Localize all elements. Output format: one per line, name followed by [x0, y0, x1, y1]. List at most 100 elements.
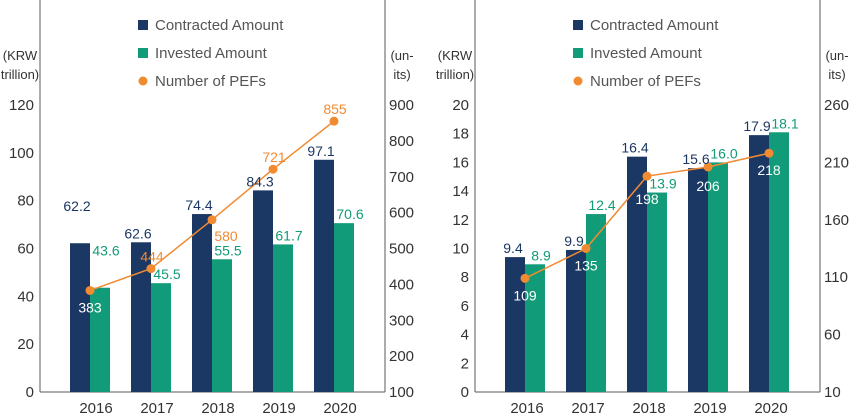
right-y-tick-label: 210: [824, 154, 849, 171]
value-label-invested-amount-2017: 45.5: [153, 266, 180, 282]
bar-invested-amount-2020: [334, 223, 354, 392]
left-y-axis-title: (KRW: [438, 48, 473, 63]
left-y-tick-label: 14: [452, 183, 469, 200]
value-label-invested-amount-2020: 70.6: [336, 206, 363, 222]
left-y-tick-label: 6: [461, 298, 469, 315]
chart-left-panel: 0 20 40 60 80 100 120 100 200 300 400 500 600 700 800 9…: [1, 0, 414, 415]
value-label-contracted-amount-2016: 62.2: [63, 198, 90, 214]
legend-label-contracted-amount: Contracted Amount: [590, 17, 719, 34]
value-label-contracted-amount-2020: 97.1: [307, 143, 334, 159]
right-y-tick-label: 400: [389, 276, 414, 293]
right-y-tick-label: 60: [824, 327, 841, 344]
value-label-number-of-pefs-2016: 109: [513, 287, 537, 303]
legend-label-number-of-pefs: Number of PEFs: [155, 73, 266, 90]
right-y-tick-label: 800: [389, 133, 414, 150]
right-y-tick-label: 600: [389, 205, 414, 222]
legend-marker-invested-amount: [573, 48, 583, 58]
x-tick-label-year: 2019: [693, 400, 726, 415]
value-label-contracted-amount-2018: 16.4: [621, 140, 648, 156]
right-y-tick-label: 200: [389, 348, 414, 365]
bar-contracted-amount-2020: [749, 135, 769, 392]
point-number-of-pefs-2020: [764, 148, 774, 158]
bar-contracted-amount-2020: [314, 159, 334, 392]
bar-invested-amount-2017: [586, 214, 606, 392]
legend-marker-contracted-amount: [138, 20, 148, 30]
value-label-contracted-amount-2018: 74.4: [185, 197, 212, 213]
value-label-number-of-pefs-2017: 444: [140, 249, 164, 265]
x-tick-label-year: 2018: [201, 400, 234, 415]
bar-contracted-amount-2017: [566, 249, 586, 392]
legend-marker-invested-amount: [138, 48, 148, 58]
value-label-contracted-amount-2016: 9.4: [503, 240, 523, 256]
left-y-axis-title: trillion): [436, 67, 474, 82]
value-label-number-of-pefs-2018: 580: [214, 228, 238, 244]
bar-contracted-amount-2018: [192, 214, 212, 392]
legend: Contracted Amount Invested Amount Number o…: [573, 17, 719, 90]
value-label-invested-amount-2017: 12.4: [588, 197, 615, 213]
x-tick-label-year: 2016: [79, 400, 112, 415]
legend-label-invested-amount: Invested Amount: [155, 45, 268, 62]
right-y-tick-label: 900: [389, 97, 414, 114]
value-label-invested-amount-2018: 55.5: [214, 242, 241, 258]
value-label-number-of-pefs-2017: 135: [574, 258, 598, 274]
chart-right-panel: 0 2 4 6 8 10 12 14 16 18 20 10 60 110 160 210 260 (KRW tri…: [436, 0, 849, 415]
value-label-invested-amount-2016: 43.6: [92, 243, 119, 259]
left-y-tick-label: 120: [9, 97, 34, 114]
legend-marker-number-of-pefs: [138, 76, 148, 86]
point-number-of-pefs-2020: [329, 116, 339, 126]
x-tick-label-year: 2020: [754, 400, 787, 415]
point-number-of-pefs-2017: [581, 244, 591, 253]
right-y-tick-label: 100: [389, 384, 414, 401]
x-tick-label-year: 2019: [262, 400, 295, 415]
value-label-invested-amount-2020: 18.1: [771, 115, 798, 131]
legend-label-contracted-amount: Contracted Amount: [155, 17, 284, 34]
right-y-tick-label: 110: [824, 269, 848, 286]
left-y-tick-label: 100: [9, 145, 34, 162]
point-number-of-pefs-2016: [520, 273, 530, 283]
legend-marker-number-of-pefs: [573, 76, 583, 86]
left-y-axis-title: trillion): [1, 67, 39, 82]
left-y-tick-label: 80: [17, 193, 34, 210]
bar-contracted-amount-2019: [253, 190, 273, 392]
value-label-number-of-pefs-2020: 218: [757, 162, 781, 178]
right-y-tick-label: 700: [389, 169, 414, 186]
bar-contracted-amount-2017: [131, 242, 151, 392]
point-number-of-pefs-2018: [642, 171, 652, 181]
left-y-tick-label: 4: [461, 327, 469, 344]
left-y-tick-label: 20: [452, 97, 469, 114]
value-label-invested-amount-2019: 61.7: [275, 227, 302, 243]
left-y-tick-label: 40: [17, 288, 34, 305]
value-label-contracted-amount-2020: 17.9: [743, 118, 770, 134]
right-y-tick-label: 500: [389, 241, 414, 258]
right-y-axis-title: its): [393, 67, 410, 82]
right-y-axis-title: (un-: [390, 48, 413, 63]
bar-contracted-amount-2019: [688, 168, 708, 392]
value-label-contracted-amount-2017: 9.9: [564, 233, 584, 249]
bars: [70, 159, 354, 392]
bars: [505, 132, 789, 392]
bar-invested-amount-2019: [708, 162, 728, 392]
left-y-tick-label: 16: [452, 154, 469, 171]
point-number-of-pefs-2019: [703, 162, 713, 172]
legend-label-number-of-pefs: Number of PEFs: [590, 73, 701, 90]
x-tick-label-year: 2016: [510, 400, 543, 415]
bar-invested-amount-2018: [212, 259, 232, 392]
right-y-tick-label: 10: [824, 384, 841, 401]
point-number-of-pefs-2019: [268, 164, 278, 174]
right-y-tick-label: 160: [824, 212, 849, 229]
left-y-tick-label: 0: [461, 384, 469, 401]
legend-marker-contracted-amount: [573, 20, 583, 30]
bar-contracted-amount-2016: [70, 243, 90, 392]
left-y-tick-label: 20: [17, 336, 34, 353]
bar-invested-amount-2016: [525, 264, 545, 392]
bar-contracted-amount-2016: [505, 257, 525, 392]
right-y-tick-label: 260: [824, 97, 849, 114]
value-label-number-of-pefs-2019: 206: [696, 178, 720, 194]
bar-invested-amount-2019: [273, 244, 293, 392]
bar-invested-amount-2018: [647, 192, 667, 392]
x-tick-label-year: 2018: [632, 400, 665, 415]
value-label-number-of-pefs-2020: 855: [323, 101, 347, 117]
left-y-tick-label: 2: [461, 355, 469, 372]
